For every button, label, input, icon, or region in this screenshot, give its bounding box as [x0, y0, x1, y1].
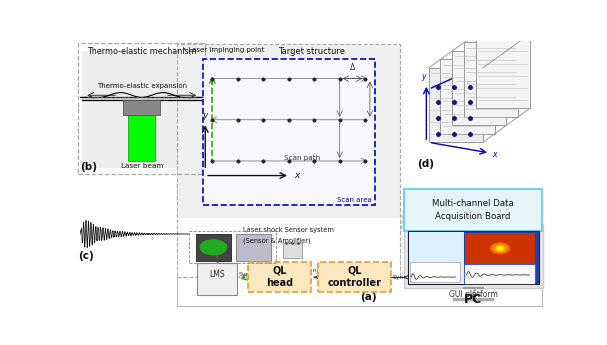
Circle shape	[490, 243, 509, 254]
Text: x: x	[294, 171, 300, 180]
Bar	[78, 43, 205, 174]
Bar	[466, 265, 535, 284]
Bar	[189, 231, 276, 263]
Bar	[81, 51, 202, 168]
Bar	[441, 59, 495, 134]
Bar	[128, 115, 155, 161]
Bar	[407, 231, 539, 285]
Bar	[178, 46, 399, 218]
Text: (a): (a)	[361, 292, 377, 302]
Text: LMS: LMS	[209, 270, 225, 279]
Bar	[404, 189, 541, 231]
Text: Laser shock Sensor system: Laser shock Sensor system	[243, 227, 334, 233]
Text: Thermo-elastic expansion: Thermo-elastic expansion	[97, 83, 187, 89]
Bar	[429, 68, 483, 142]
Text: • Laser impinging point: • Laser impinging point	[181, 47, 264, 53]
Bar	[283, 243, 302, 258]
Bar	[196, 234, 231, 260]
Bar	[410, 262, 459, 282]
Bar	[203, 59, 375, 205]
Text: Sync.: Sync.	[238, 272, 256, 276]
Text: Sync.: Sync.	[306, 268, 323, 273]
Bar	[177, 44, 401, 276]
Text: QL
head: QL head	[266, 266, 293, 288]
Bar	[404, 225, 543, 288]
Text: Target structure: Target structure	[277, 47, 345, 56]
Text: QL
controller: QL controller	[328, 266, 382, 288]
Text: (c): (c)	[78, 250, 94, 260]
Text: Laser beam: Laser beam	[121, 163, 163, 169]
Text: (Sensor & Amplifier): (Sensor & Amplifier)	[243, 237, 311, 244]
Text: y: y	[203, 111, 208, 120]
Bar	[466, 234, 535, 264]
Bar	[452, 51, 506, 125]
Text: Sync.: Sync.	[393, 275, 410, 280]
Bar	[197, 263, 237, 295]
Text: Δ: Δ	[350, 63, 355, 72]
Text: t: t	[478, 56, 481, 65]
Circle shape	[200, 240, 226, 255]
Text: Scan path: Scan path	[285, 155, 320, 161]
Text: Thermo-elastic mechanism: Thermo-elastic mechanism	[87, 47, 197, 56]
Text: x: x	[492, 150, 497, 159]
Text: GUI platform: GUI platform	[449, 290, 498, 299]
Bar	[318, 262, 391, 293]
Text: PC: PC	[464, 293, 483, 306]
Circle shape	[497, 247, 503, 250]
Text: Multi-channel Data
Acquisition Board: Multi-channel Data Acquisition Board	[432, 199, 514, 221]
Bar	[409, 232, 464, 284]
Circle shape	[494, 245, 506, 252]
Text: (d): (d)	[417, 159, 434, 169]
Bar	[464, 42, 518, 117]
Bar	[236, 234, 271, 260]
Bar	[476, 34, 530, 108]
Text: y: y	[421, 72, 426, 81]
Bar	[82, 97, 202, 100]
Text: Sync.: Sync.	[476, 233, 493, 238]
Bar	[123, 100, 160, 115]
Text: (b): (b)	[80, 161, 97, 171]
Bar	[248, 262, 311, 293]
Text: Scan area: Scan area	[337, 197, 372, 204]
